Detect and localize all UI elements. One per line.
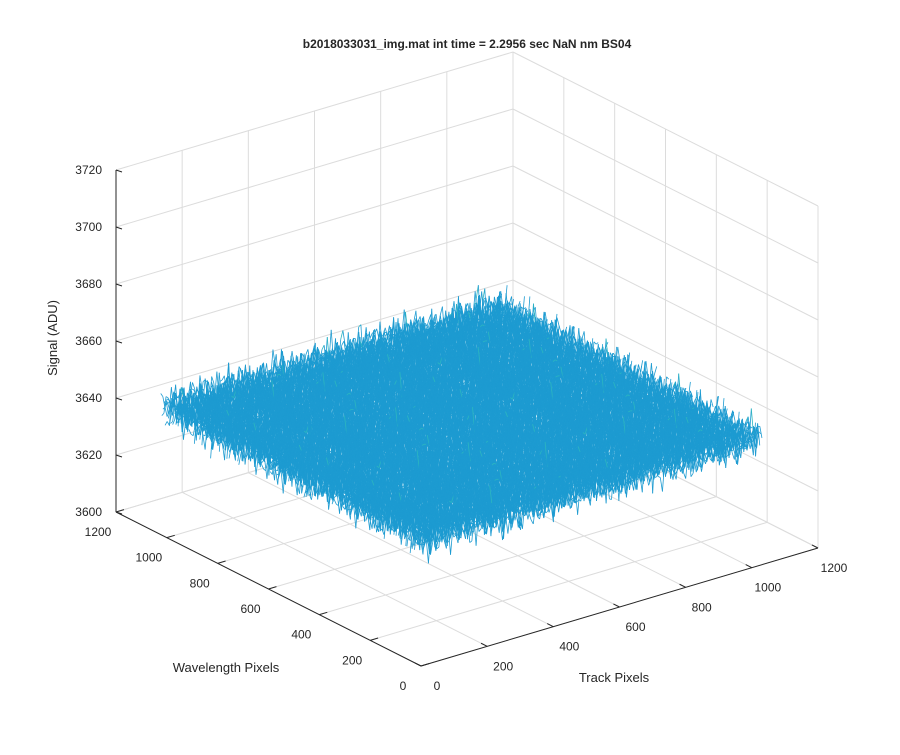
surface-segment: [476, 285, 478, 299]
surface-segment: [167, 421, 169, 425]
surface-segment: [509, 296, 511, 303]
surface-segment: [192, 389, 194, 390]
surface-segment: [162, 413, 164, 415]
surface-segment: [306, 349, 308, 354]
surface-segment: [222, 376, 224, 380]
surface-segment: [183, 423, 185, 440]
surface-segment: [440, 307, 442, 316]
surface-segment: [170, 422, 172, 424]
surface-segment: [370, 333, 372, 338]
surface-segment: [161, 393, 163, 396]
surface-segment: [192, 382, 194, 388]
surface-segment: [166, 397, 168, 398]
surface-mesh: [161, 285, 762, 563]
surface-segment: [212, 377, 214, 383]
surface-segment: [341, 330, 343, 339]
surface-segment: [165, 421, 167, 425]
surface-segment: [165, 407, 167, 416]
